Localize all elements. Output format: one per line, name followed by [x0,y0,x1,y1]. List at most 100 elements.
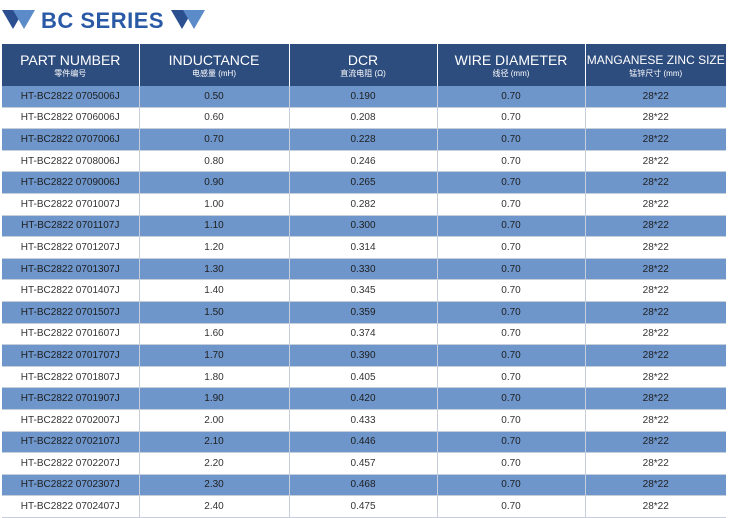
triangle-left-secondary-icon [13,10,35,29]
size-cell: 28*22 [585,431,726,454]
wire-diameter-cell: 0.70 [437,495,586,518]
size-cell: 28*22 [585,366,726,389]
spec-table: PART NUMBER 零件编号 INDUCTANCE 电感量 (mH) DCR 直流… [2,44,726,518]
wire-diameter-cell: 0.70 [437,107,586,130]
inductance-cell: 1.80 [139,366,290,389]
title-bar: BC SERIES [0,0,730,42]
inductance-cell: 1.50 [139,301,290,324]
part-number-cell: HT-BC2822 0702007J [2,409,140,432]
table-row: HT-BC2822 0701207J 1.20 0.314 0.70 28*22 [2,236,726,259]
table-row: HT-BC2822 0709006J 0.90 0.265 0.70 28*22 [2,171,726,194]
wire-diameter-cell: 0.70 [437,215,586,238]
table-row: HT-BC2822 0701607J 1.60 0.374 0.70 28*22 [2,323,726,346]
dcr-cell: 0.330 [289,258,438,281]
table-body: HT-BC2822 0705006J 0.50 0.190 0.70 28*22 HT-B… [2,86,726,518]
table-row: HT-BC2822 0702007J 2.00 0.433 0.70 28*22 [2,409,726,432]
size-cell: 28*22 [585,323,726,346]
size-cell: 28*22 [585,495,726,518]
wire-diameter-cell: 0.70 [437,86,586,108]
inductance-cell: 2.10 [139,431,290,454]
dcr-cell: 0.190 [289,86,438,108]
table-row: HT-BC2822 0707006J 0.70 0.228 0.70 28*22 [2,128,726,151]
table-row: HT-BC2822 0705006J 0.50 0.190 0.70 28*22 [2,86,726,108]
table-row: HT-BC2822 0701307J 1.30 0.330 0.70 28*22 [2,258,726,281]
table-row: HT-BC2822 0702307J 2.30 0.468 0.70 28*22 [2,474,726,497]
dcr-cell: 0.300 [289,215,438,238]
inductance-cell: 2.20 [139,452,290,475]
part-number-cell: HT-BC2822 0701107J [2,215,140,238]
wire-diameter-cell: 0.70 [437,366,586,389]
size-cell: 28*22 [585,128,726,151]
dcr-cell: 0.405 [289,366,438,389]
table-row: HT-BC2822 0702207J 2.20 0.457 0.70 28*22 [2,452,726,475]
size-cell: 28*22 [585,387,726,410]
part-number-cell: HT-BC2822 0702207J [2,452,140,475]
part-number-cell: HT-BC2822 0707006J [2,128,140,151]
wire-diameter-cell: 0.70 [437,431,586,454]
wire-diameter-cell: 0.70 [437,258,586,281]
part-number-cell: HT-BC2822 0701607J [2,323,140,346]
part-number-cell: HT-BC2822 0702407J [2,495,140,518]
table-row: HT-BC2822 0702407J 2.40 0.475 0.70 28*22 [2,495,726,518]
dcr-cell: 0.420 [289,387,438,410]
wire-diameter-cell: 0.70 [437,409,586,432]
dcr-cell: 0.457 [289,452,438,475]
part-number-cell: HT-BC2822 0702307J [2,474,140,497]
part-number-cell: HT-BC2822 0709006J [2,171,140,194]
size-cell: 28*22 [585,279,726,302]
wire-diameter-cell: 0.70 [437,474,586,497]
table-row: HT-BC2822 0701507J 1.50 0.359 0.70 28*22 [2,301,726,324]
part-number-cell: HT-BC2822 0701207J [2,236,140,259]
wire-diameter-cell: 0.70 [437,344,586,367]
inductance-cell: 1.60 [139,323,290,346]
dcr-cell: 0.433 [289,409,438,432]
dcr-cell: 0.208 [289,107,438,130]
triangle-right-secondary-icon [183,10,205,29]
wire-diameter-cell: 0.70 [437,452,586,475]
wire-diameter-cell: 0.70 [437,193,586,216]
table-row: HT-BC2822 0708006J 0.80 0.246 0.70 28*22 [2,150,726,173]
wire-diameter-cell: 0.70 [437,236,586,259]
wire-diameter-cell: 0.70 [437,150,586,173]
part-number-cell: HT-BC2822 0701407J [2,279,140,302]
part-number-cell: HT-BC2822 0705006J [2,86,140,108]
part-number-cell: HT-BC2822 0701807J [2,366,140,389]
dcr-cell: 0.314 [289,236,438,259]
size-cell: 28*22 [585,409,726,432]
size-cell: 28*22 [585,236,726,259]
table-row: HT-BC2822 0701107J 1.10 0.300 0.70 28*22 [2,215,726,238]
dcr-cell: 0.359 [289,301,438,324]
wire-diameter-cell: 0.70 [437,128,586,151]
table-row: HT-BC2822 0706006J 0.60 0.208 0.70 28*22 [2,107,726,130]
inductance-cell: 2.00 [139,409,290,432]
size-cell: 28*22 [585,344,726,367]
inductance-cell: 1.40 [139,279,290,302]
inductance-cell: 0.50 [139,86,290,108]
dcr-cell: 0.282 [289,193,438,216]
size-cell: 28*22 [585,258,726,281]
dcr-cell: 0.446 [289,431,438,454]
part-number-cell: HT-BC2822 0701707J [2,344,140,367]
dcr-cell: 0.468 [289,474,438,497]
inductance-cell: 1.70 [139,344,290,367]
dcr-cell: 0.390 [289,344,438,367]
header-wire-diameter: WIRE DIAMETER 线径 (mm) [437,44,586,86]
inductance-cell: 1.90 [139,387,290,410]
size-cell: 28*22 [585,301,726,324]
size-cell: 28*22 [585,474,726,497]
wire-diameter-cell: 0.70 [437,387,586,410]
header-manganese-zinc-size: MANGANESE ZINC SIZE 锰锌尺寸 (mm) [585,44,726,86]
part-number-cell: HT-BC2822 0701007J [2,193,140,216]
header-inductance: INDUCTANCE 电感量 (mH) [139,44,290,86]
table-row: HT-BC2822 0701707J 1.70 0.390 0.70 28*22 [2,344,726,367]
size-cell: 28*22 [585,150,726,173]
dcr-cell: 0.475 [289,495,438,518]
part-number-cell: HT-BC2822 0702107J [2,431,140,454]
inductance-cell: 0.80 [139,150,290,173]
inductance-cell: 1.00 [139,193,290,216]
dcr-cell: 0.228 [289,128,438,151]
size-cell: 28*22 [585,107,726,130]
part-number-cell: HT-BC2822 0701507J [2,301,140,324]
size-cell: 28*22 [585,215,726,238]
table-row: HT-BC2822 0701007J 1.00 0.282 0.70 28*22 [2,193,726,216]
